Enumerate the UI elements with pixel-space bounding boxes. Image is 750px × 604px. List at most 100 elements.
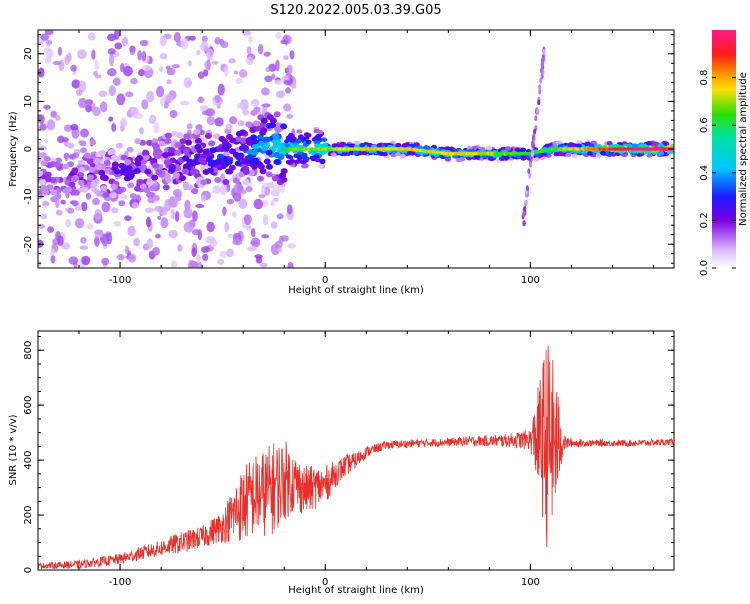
- spectrogram-cell: [93, 70, 98, 76]
- spectrogram-cell: [220, 41, 229, 49]
- spectrogram-cell: [134, 113, 144, 119]
- spectrogram-cell: [238, 69, 248, 78]
- spectrogram-cell: [569, 142, 576, 147]
- spectrogram-cell: [157, 215, 162, 220]
- spectrogram-cell: [540, 62, 544, 69]
- spectrogram-cell: [43, 104, 51, 110]
- spectrogram-cell: [98, 150, 106, 157]
- spectrogram-cell: [540, 73, 544, 80]
- spectrogram-cell: [183, 221, 194, 233]
- spectrogram-cell: [297, 134, 304, 139]
- spectrogram-cell: [283, 143, 290, 148]
- spectrogram-cell: [338, 142, 345, 148]
- spectrogram-cell: [265, 66, 271, 73]
- spectrogram-cell: [196, 254, 201, 262]
- spectrogram-cell: [236, 102, 244, 109]
- spectrogram-cell: [182, 168, 190, 175]
- spectrogram-cell: [276, 213, 284, 220]
- spectrogram-cell: [341, 151, 348, 156]
- spectrogram-cell: [401, 143, 408, 148]
- spectrogram-cell: [173, 31, 181, 43]
- spectrogram-cell: [64, 152, 69, 162]
- spectrogram-cell: [158, 140, 166, 147]
- spectrogram-cell: [232, 238, 243, 246]
- spectrogram-cell: [534, 115, 538, 122]
- spectrogram-cell: [50, 196, 58, 203]
- colorbar: 0.0 0.2 0.4 0.6 0.8 Normalized spectral ampl…: [699, 30, 749, 276]
- spectrogram-cell: [143, 187, 151, 194]
- spectrogram-cell: [301, 164, 308, 169]
- spectrogram-cell: [159, 96, 165, 107]
- spectrogram-cell: [254, 125, 262, 132]
- spectrogram-cell: [108, 116, 114, 122]
- spectrogram-cell: [110, 183, 118, 190]
- spectrogram-cell: [57, 235, 64, 247]
- y-tick-label: 400: [23, 451, 34, 470]
- spectrogram-cell: [320, 137, 327, 142]
- colorbar-tick-label: 0.0: [699, 260, 710, 276]
- spectrogram-cell: [285, 87, 292, 94]
- spectrogram-cell: [202, 148, 210, 155]
- spectrogram-cell: [136, 178, 144, 185]
- spectrogram-cell: [530, 151, 534, 158]
- spectrogram-cell: [81, 255, 91, 266]
- spectrogram-cell: [186, 158, 194, 165]
- spectrogram-cell: [259, 262, 268, 268]
- spectrogram-cell: [291, 83, 297, 89]
- spectrogram-cell: [331, 143, 338, 148]
- spectrogram-cell: [283, 79, 293, 86]
- spectrogram-cell: [164, 199, 172, 212]
- spectrogram-cell: [444, 157, 451, 162]
- spectrogram-cell: [226, 248, 234, 258]
- spectrogram-cell: [234, 136, 242, 143]
- spectrogram-cell: [192, 229, 201, 236]
- spectrogram-cell: [289, 138, 296, 143]
- spectrogram-cell: [134, 160, 142, 167]
- spectrogram-cell: [245, 186, 253, 193]
- spectrogram-cell: [235, 77, 243, 84]
- spectrogram-cell: [130, 77, 138, 85]
- spectrogram-cell: [114, 42, 123, 50]
- spectrogram-cell: [236, 185, 244, 192]
- spectrogram-cell: [60, 199, 66, 205]
- spectrogram-cell: [176, 132, 184, 139]
- spectrogram-cell: [163, 102, 169, 109]
- spectrogram-cell: [229, 116, 238, 125]
- spectrogram-cell: [68, 181, 76, 188]
- spectrogram-cell: [182, 163, 190, 170]
- colorbar-gradient: [712, 30, 736, 268]
- snr-y-label: SNR (10 * v/v): [8, 414, 19, 485]
- spectrogram-cell: [216, 158, 224, 165]
- spectrogram-cell: [186, 80, 193, 86]
- spectrogram-cell: [539, 77, 543, 84]
- spectrogram-cell: [233, 70, 239, 75]
- spectrogram-cell: [253, 198, 264, 210]
- spectrogram-cell: [193, 128, 201, 135]
- spectrogram-cell: [257, 163, 265, 170]
- spectrogram-cell: [113, 220, 121, 227]
- spectrogram-cell: [265, 171, 273, 178]
- spectrogram-cell: [65, 218, 71, 228]
- spectrogram-cell: [287, 261, 294, 268]
- spectrogram-cell: [381, 151, 388, 157]
- spectrogram-cell: [206, 167, 214, 174]
- spectrogram-cell: [98, 90, 108, 97]
- spectrogram-cell: [179, 138, 187, 145]
- spectrogram-cell: [296, 155, 303, 160]
- spectrogram-cell: [89, 139, 97, 146]
- spectrogram-cell: [553, 151, 560, 157]
- spectrogram-cell: [129, 51, 135, 56]
- spectrogram-cell: [204, 60, 212, 70]
- spectrogram-cell: [86, 223, 94, 230]
- spectrogram-cell: [152, 246, 160, 256]
- spectrogram-cell: [163, 159, 171, 166]
- spectrogram-cell: [222, 206, 227, 216]
- spectrogram-cell: [277, 247, 283, 253]
- spectrogram-cell: [77, 179, 85, 186]
- spectrogram-cell: [645, 141, 652, 146]
- spectrogram-cell: [222, 144, 230, 151]
- spectrogram-x-label: Height of straight line (km): [288, 285, 424, 296]
- spectrogram-cell: [164, 177, 172, 184]
- spectrogram-cell: [349, 143, 356, 148]
